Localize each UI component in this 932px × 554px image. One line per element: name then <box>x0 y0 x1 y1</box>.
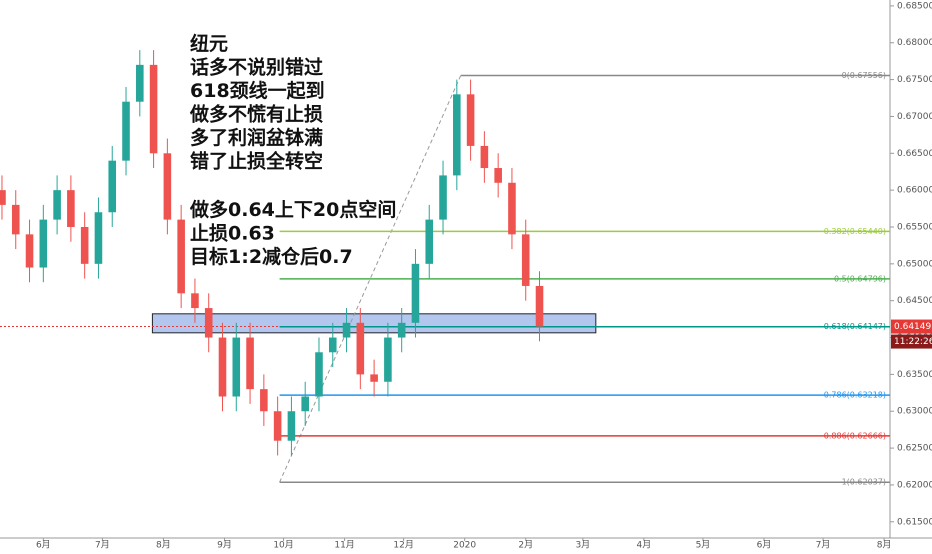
candle-body <box>136 64 144 102</box>
candle-body <box>521 234 530 286</box>
fib-trend <box>279 75 462 483</box>
x-tick-label: 8月 <box>156 540 171 551</box>
x-tick-label: 3月 <box>575 540 590 551</box>
x-tick-label: 8月 <box>877 540 892 551</box>
candle-body <box>287 411 296 441</box>
price-tag-label: 0.64149 <box>894 322 931 332</box>
fib-label: 0(0.67556) <box>842 71 886 80</box>
y-tick-label: 0.64500 <box>897 296 932 306</box>
x-tick-label: 5月 <box>696 540 711 551</box>
y-tick-label: 0.67500 <box>897 75 932 85</box>
y-tick-label: 0.62000 <box>897 480 932 490</box>
fib-label: 0.886(0.62666) <box>824 431 886 440</box>
x-tick-label: 11月 <box>334 540 354 551</box>
x-tick-label: 10月 <box>273 540 293 551</box>
y-tick-label: 0.66500 <box>897 149 932 159</box>
candle-body <box>25 234 34 268</box>
y-tick-label: 0.66000 <box>897 186 932 196</box>
annotation-line: 止损0.63 <box>190 223 275 245</box>
candle-body <box>411 263 420 323</box>
candle-body <box>494 168 502 183</box>
y-tick-label: 0.65000 <box>897 259 932 269</box>
y-tick-label: 0.63500 <box>897 370 932 380</box>
x-tick-label: 2月 <box>518 540 533 551</box>
fib-label: 0.382(0.65440) <box>824 227 886 236</box>
candle-body <box>508 182 516 235</box>
candle-body <box>53 190 61 220</box>
candle-body <box>163 153 172 220</box>
annotation-line: 纽元 <box>190 32 228 55</box>
annotation-line: 618颈线一起到 <box>190 79 325 102</box>
candle-body <box>108 160 117 213</box>
candle-body <box>191 293 199 309</box>
candle-body <box>535 285 544 327</box>
x-tick-label: 7月 <box>816 540 831 551</box>
y-tick-label: 0.68000 <box>897 38 932 48</box>
fib-label: 0.786(0.63218) <box>824 391 886 400</box>
x-tick-label: 4月 <box>637 540 652 551</box>
candle-body <box>67 190 75 227</box>
candle-body <box>80 226 89 264</box>
time-tag-label: 11:22:26 <box>894 337 932 347</box>
fib-label: 0.618(0.64147) <box>824 322 886 331</box>
y-tick-label: 0.67000 <box>897 112 932 122</box>
candle-body <box>39 219 48 268</box>
fib-label: 0.5(0.64796) <box>834 274 886 283</box>
time-tag <box>891 334 932 349</box>
x-tick-label: 9月 <box>217 540 232 551</box>
candle-body <box>11 204 20 235</box>
candle-body <box>315 352 323 397</box>
zone <box>151 313 597 334</box>
y-tick-label: 0.63000 <box>897 407 932 417</box>
candle-body <box>232 337 241 397</box>
candle-body <box>397 322 406 338</box>
candle-body <box>301 396 309 412</box>
x-tick-label: 6月 <box>757 540 772 551</box>
candle-body <box>204 308 213 338</box>
candle-body <box>149 64 158 154</box>
price-tag <box>891 319 932 334</box>
annotation-line: 多了利润盆钵满 <box>190 126 323 149</box>
annotation-line: 目标1:2减仓后0.7 <box>190 245 353 268</box>
candle-body <box>342 322 351 338</box>
candle-body <box>425 219 434 264</box>
candle-body <box>384 337 392 382</box>
candle-body <box>0 190 6 205</box>
candle-body <box>246 337 254 390</box>
annotation-line: 错了止损全转空 <box>190 150 323 173</box>
candle-body <box>439 175 447 220</box>
fib-label: 1(0.62037) <box>842 478 886 487</box>
candle-body <box>466 94 475 146</box>
candle-body <box>260 389 268 412</box>
annotation-line: 做多0.64上下20点空间 <box>189 198 396 221</box>
candle-body <box>94 212 103 264</box>
y-tick-label: 0.68500 <box>897 1 932 11</box>
candle-body <box>328 337 337 353</box>
candle-body <box>218 337 227 397</box>
annotation-line: 话多不说别错过 <box>190 56 323 79</box>
x-tick-label: 2020 <box>453 541 476 551</box>
candle-body <box>273 411 282 441</box>
x-tick-label: 12月 <box>393 540 413 551</box>
candle-body <box>356 322 365 375</box>
x-tick-label: 7月 <box>95 540 110 551</box>
annotation-line: 做多不慌有止损 <box>189 103 323 126</box>
candle-body <box>177 219 185 294</box>
candle-body <box>122 101 130 161</box>
y-tick-label: 0.65500 <box>897 222 932 232</box>
candle-body <box>480 145 489 169</box>
y-tick-label: 0.61500 <box>897 517 932 527</box>
candle-body <box>453 94 461 176</box>
x-tick-label: 6月 <box>36 540 51 551</box>
y-tick-label: 0.62500 <box>897 444 932 454</box>
candle-body <box>370 374 378 382</box>
